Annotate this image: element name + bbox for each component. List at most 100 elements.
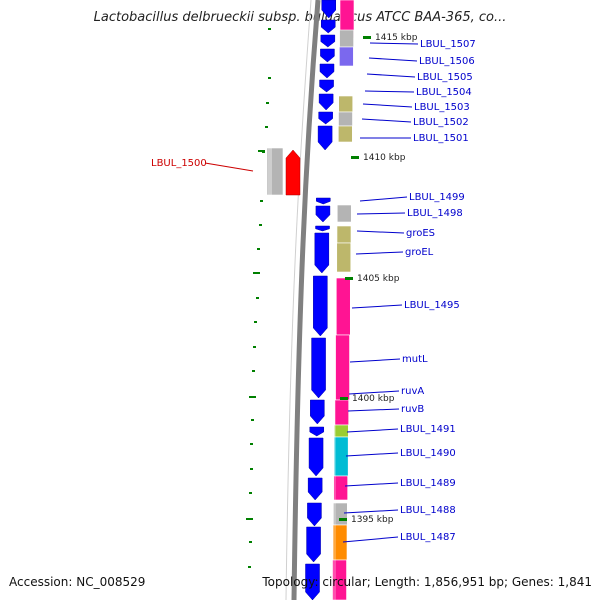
cog-segment (338, 125, 353, 143)
label-leader-line (361, 118, 412, 123)
gene-label[interactable]: ruvA (401, 386, 424, 397)
gene-label[interactable]: LBUL_1488 (400, 505, 456, 516)
gene-label[interactable]: LBUL_1495 (404, 300, 460, 311)
gene-label[interactable]: groES (406, 228, 435, 239)
gene-label[interactable]: LBUL_1500 (151, 158, 207, 169)
cog-segment (338, 111, 353, 127)
forward-strand-genes (305, 0, 336, 600)
gene-label[interactable]: LBUL_1499 (409, 192, 465, 203)
reverse-gene-arrow[interactable] (285, 149, 301, 196)
forward-gene-arrow[interactable] (316, 197, 331, 205)
forward-gene-arrow[interactable] (315, 225, 330, 232)
reverse-strand-genes (266, 147, 301, 196)
scale-dash (251, 419, 254, 421)
gene-label[interactable]: LBUL_1502 (413, 117, 469, 128)
scale-dash (257, 248, 260, 250)
forward-gene-arrow[interactable] (317, 125, 333, 151)
scale-dash (249, 492, 252, 494)
gene-label[interactable]: LBUL_1505 (417, 72, 473, 83)
gene-label[interactable]: LBUL_1506 (419, 56, 475, 67)
scale-dash-major (253, 272, 260, 274)
scale-dash (260, 200, 263, 202)
scale-ticks: 1415 kbp 1410 kbp 1405 kbp 1400 kbp 1395 kbp (339, 33, 418, 525)
gene-labels[interactable]: LBUL_1507 LBUL_1506 LBUL_1505 LBUL_1504 LBUL… (151, 39, 476, 543)
forward-gene-arrow[interactable] (315, 205, 331, 223)
scale-dash (249, 541, 252, 543)
label-leader-line (342, 536, 399, 543)
forward-gene-arrow[interactable] (314, 232, 330, 274)
scale-label: 1405 kbp (357, 274, 400, 284)
gene-label[interactable]: ruvB (401, 404, 424, 415)
scale-dash (248, 566, 251, 568)
label-leader-line (369, 42, 419, 45)
gene-label[interactable]: LBUL_1503 (414, 102, 470, 113)
forward-gene-arrow[interactable] (306, 526, 321, 563)
cog-segment (339, 29, 354, 48)
forward-gene-arrow[interactable] (320, 19, 336, 34)
gene-label[interactable]: LBUL_1491 (400, 424, 456, 435)
cog-segment (335, 277, 351, 336)
forward-gene-arrow[interactable] (319, 79, 334, 93)
label-leader-line (356, 212, 406, 215)
label-leader-line (343, 509, 399, 514)
scale-dash (256, 297, 259, 299)
forward-gene-arrow[interactable] (310, 399, 325, 425)
cog-segment (333, 436, 349, 477)
forward-gene-arrow[interactable] (321, 0, 336, 19)
label-leader-line (345, 452, 399, 457)
forward-gene-arrow[interactable] (318, 93, 334, 111)
label-leader-line (204, 162, 254, 172)
scale-dash-major (258, 150, 265, 152)
scale-tick (363, 36, 371, 39)
forward-gene-arrow[interactable] (311, 337, 326, 399)
scale-dashes (246, 28, 271, 568)
cog-segment (334, 424, 349, 438)
gene-label[interactable]: LBUL_1490 (400, 448, 456, 459)
label-leader-line (359, 196, 408, 202)
forward-gene-arrow[interactable] (320, 34, 336, 48)
forward-gene-arrow[interactable] (305, 563, 320, 600)
scale-dash (259, 224, 262, 226)
cog-category-strip (332, 0, 355, 600)
gene-label[interactable]: LBUL_1501 (413, 133, 469, 144)
forward-gene-arrow[interactable] (319, 63, 335, 79)
label-leader-line (348, 390, 400, 395)
forward-gene-arrow[interactable] (307, 502, 322, 527)
gene-label[interactable]: mutL (402, 354, 428, 365)
label-leader-line (347, 408, 400, 412)
forward-gene-arrow[interactable] (308, 437, 324, 477)
gene-label[interactable]: LBUL_1504 (416, 87, 472, 98)
forward-gene-arrow[interactable] (307, 477, 323, 501)
label-leader-line (351, 304, 403, 309)
label-leader-line (364, 90, 415, 93)
gene-label[interactable]: LBUL_1507 (420, 39, 476, 50)
gene-label[interactable]: groEL (405, 247, 434, 258)
gene-label[interactable]: LBUL_1487 (400, 532, 456, 543)
label-leader-line (344, 482, 399, 487)
cog-segment (333, 475, 348, 501)
label-leader-line (368, 57, 418, 62)
forward-gene-arrow[interactable] (318, 111, 333, 125)
scale-dash (254, 321, 257, 323)
forward-gene-arrow[interactable] (320, 48, 335, 63)
forward-gene-arrow[interactable] (313, 275, 328, 337)
label-leader-line (366, 73, 416, 78)
label-leader-line (349, 358, 401, 363)
scale-dash (268, 77, 271, 79)
label-leader-line (362, 103, 413, 108)
scale-dash (253, 346, 256, 348)
cog-segment (332, 559, 347, 600)
scale-label: 1415 kbp (375, 33, 418, 43)
gene-label[interactable]: LBUL_1489 (400, 478, 456, 489)
gene-label[interactable]: LBUL_1498 (407, 208, 463, 219)
cog-segment (339, 46, 354, 67)
cog-segment (336, 225, 352, 244)
forward-gene-arrow[interactable] (309, 426, 325, 437)
label-leader-lines (204, 42, 419, 543)
genome-backbone (291, 0, 321, 600)
map-title: Lactobacillus delbrueckii subsp. bulgari… (93, 10, 507, 25)
genome-backbone-inner (285, 0, 312, 600)
scale-label: 1410 kbp (363, 153, 406, 163)
scale-dash (265, 126, 268, 128)
